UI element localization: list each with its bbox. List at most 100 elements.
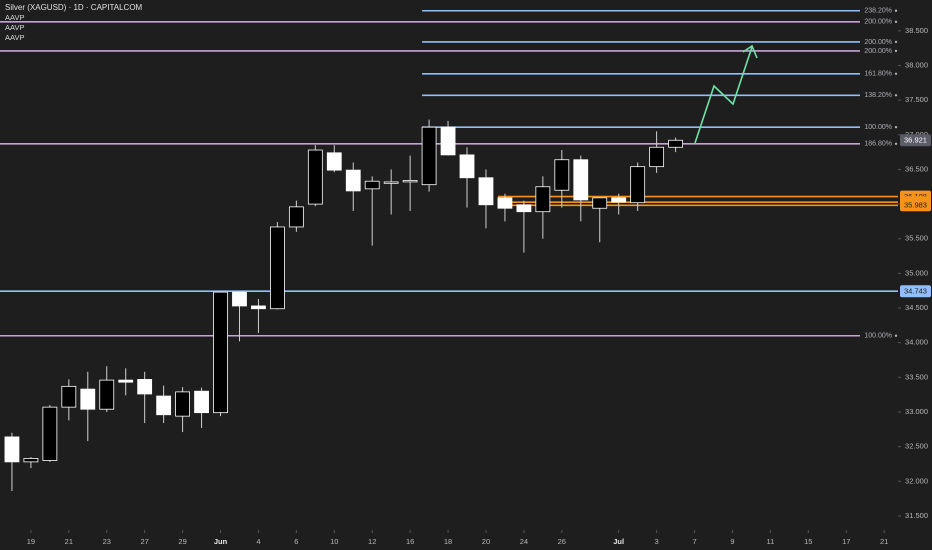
y-tick-label: 32.000 (905, 476, 928, 485)
chart-title: Silver (XAGUSD) · 1D · CAPITALCOM (5, 3, 143, 12)
candle-body (611, 197, 627, 203)
candle-body (232, 291, 247, 307)
level-label: 161.80% (864, 71, 892, 78)
y-tick-label: 38.500 (905, 26, 928, 35)
x-tick-label: 24 (520, 537, 528, 546)
candle-body (535, 186, 551, 213)
price-tag-label: 34.743 (904, 287, 927, 296)
y-tick-label: 34.000 (905, 338, 928, 347)
candle-body (175, 391, 190, 417)
x-tick-label: 10 (330, 537, 338, 546)
candle-body (592, 197, 608, 209)
x-tick-label: 4 (256, 537, 260, 546)
x-tick-label: 27 (141, 537, 149, 546)
axes: 38.50038.00037.50037.00036.50036.00035.5… (27, 26, 928, 546)
level-dot (894, 334, 898, 337)
level-dot (894, 125, 898, 129)
level-dot (894, 49, 898, 53)
level-label: 100.00% (864, 333, 892, 340)
candle-body (213, 291, 228, 414)
x-tick-label: 16 (406, 537, 414, 546)
candle-body (630, 166, 646, 204)
candle-body (118, 379, 134, 383)
x-tick-label: 21 (65, 537, 73, 546)
x-tick-label: 19 (27, 537, 35, 546)
candle-body (156, 395, 172, 416)
candle-body (421, 126, 437, 186)
level-label: 186.80% (864, 141, 892, 148)
x-tick-label: 18 (444, 537, 452, 546)
x-tick-label: 21 (880, 537, 888, 546)
candle-body (497, 197, 513, 209)
arrow-head (742, 44, 758, 59)
candle-body (573, 159, 589, 201)
last-price-label: 36.921 (904, 136, 927, 145)
x-tick-label: 9 (730, 537, 734, 546)
indicator-label: AAVP (5, 33, 24, 42)
candle-body (194, 390, 209, 414)
level-label: 200.00% (864, 19, 892, 26)
x-tick-label: 17 (842, 537, 850, 546)
x-tick-label: 15 (804, 537, 812, 546)
x-tick-label: 6 (294, 537, 298, 546)
candle-body (61, 385, 77, 408)
candle-body (23, 458, 39, 463)
last-price-tag (900, 134, 931, 147)
candle-body (459, 154, 475, 179)
candles (4, 119, 683, 491)
x-tick-label: 23 (103, 537, 111, 546)
candle-body (402, 180, 418, 183)
level-label: 200.00% (864, 48, 892, 55)
projection-arrow (694, 46, 753, 144)
candle-body (668, 139, 683, 148)
y-tick-label: 36.500 (905, 164, 928, 173)
candle-body (288, 206, 304, 228)
x-tick-label: 26 (558, 537, 566, 546)
candle-body (251, 305, 266, 310)
x-tick-label: 29 (178, 537, 186, 546)
candle-body (80, 388, 96, 410)
candle-body (554, 159, 570, 191)
x-tick-label: 20 (482, 537, 490, 546)
candle-body (99, 379, 115, 410)
price-tag (900, 285, 931, 298)
candle-body (516, 204, 532, 213)
y-tick-label: 33.500 (905, 372, 928, 381)
candle-body (4, 436, 20, 463)
candle-body (478, 177, 494, 206)
level-label: 100.00% (864, 124, 892, 131)
x-tick-label: Jul (613, 537, 624, 546)
x-tick-label: Jun (214, 537, 228, 546)
level-dot (894, 94, 898, 97)
level-dot (894, 9, 898, 12)
x-tick-label: 3 (655, 537, 659, 546)
indicator-label: AAVP (5, 23, 24, 32)
level-dot (894, 20, 898, 24)
y-tick-label: 38.000 (905, 60, 928, 69)
candle-body (364, 180, 380, 190)
y-tick-label: 33.000 (905, 407, 928, 416)
level-dot (894, 40, 898, 44)
y-tick-label: 31.500 (905, 511, 928, 520)
level-label: 238.20% (864, 8, 892, 15)
price-tag-label: 35.983 (904, 201, 927, 210)
candle-body (137, 379, 153, 395)
candle-body (345, 169, 361, 192)
x-tick-label: 11 (766, 537, 774, 546)
y-tick-label: 34.500 (905, 303, 928, 312)
y-tick-label: 35.500 (905, 234, 928, 243)
candle-body (440, 126, 456, 156)
candle-body (383, 181, 399, 184)
level-label: 138.20% (864, 92, 892, 99)
candle-body (649, 146, 665, 168)
y-tick-label: 37.500 (905, 95, 928, 104)
level-label: 200.00% (864, 39, 892, 46)
level-dot (894, 142, 898, 145)
candle-body (42, 406, 58, 461)
candle-body (307, 149, 323, 205)
x-tick-label: 12 (368, 537, 376, 546)
candle-body (270, 226, 285, 310)
y-tick-label: 35.000 (905, 268, 928, 277)
